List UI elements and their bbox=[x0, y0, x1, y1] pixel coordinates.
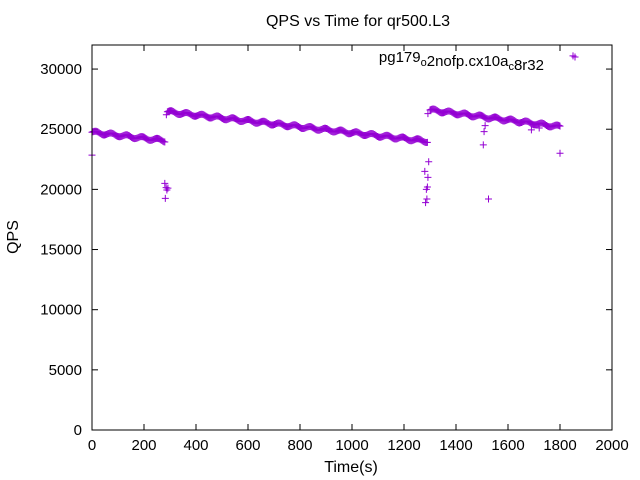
x-tick-label: 400 bbox=[183, 437, 208, 454]
data-point bbox=[425, 158, 433, 166]
x-tick-label: 1800 bbox=[543, 437, 576, 454]
data-point bbox=[423, 183, 431, 191]
data-point bbox=[480, 128, 488, 136]
data-point bbox=[161, 194, 169, 202]
y-tick-label: 30000 bbox=[40, 61, 82, 78]
axis-ticks: 0 200 400 600 800 1000 1200 1400 1600 1800 2000050… bbox=[40, 45, 629, 454]
x-tick-label: 200 bbox=[131, 437, 156, 454]
data-point bbox=[164, 184, 172, 192]
legend-label: pg179o2nofp.cx10ac8r32 bbox=[379, 49, 544, 74]
x-tick-label: 1600 bbox=[491, 437, 524, 454]
legend: pg179o2nofp.cx10ac8r32 bbox=[379, 49, 579, 74]
data-point bbox=[161, 138, 169, 146]
data-point bbox=[481, 122, 489, 130]
data-point bbox=[485, 195, 492, 203]
legend-text-part: 8r32 bbox=[514, 57, 544, 74]
legend-text-part: pg179 bbox=[379, 49, 421, 66]
data-point bbox=[422, 199, 430, 207]
y-tick-label: 25000 bbox=[40, 121, 82, 138]
x-tick-label: 1000 bbox=[335, 437, 368, 454]
data-point bbox=[161, 179, 169, 187]
plot-frame bbox=[91, 44, 613, 431]
y-tick-label: 5000 bbox=[49, 362, 82, 379]
data-point bbox=[424, 110, 432, 118]
data-point bbox=[556, 149, 564, 157]
legend-marker-plus bbox=[571, 53, 579, 61]
x-tick-label: 1200 bbox=[387, 437, 420, 454]
legend-subscript: o bbox=[421, 57, 427, 69]
data-point bbox=[421, 167, 429, 175]
legend-text-part: 2nofp.cx10a bbox=[427, 53, 509, 70]
data-points bbox=[88, 52, 577, 207]
y-tick-label: 0 bbox=[74, 422, 82, 439]
y-tick-label: 10000 bbox=[40, 302, 82, 319]
data-point bbox=[423, 138, 431, 146]
data-point bbox=[162, 111, 170, 119]
y-tick-label: 15000 bbox=[40, 242, 82, 259]
data-point bbox=[424, 173, 432, 181]
legend-subscript: c bbox=[508, 61, 514, 73]
chart-title: QPS vs Time for qr500.L3 bbox=[266, 13, 450, 30]
data-point bbox=[556, 122, 564, 130]
data-point bbox=[527, 126, 535, 134]
x-tick-label: 800 bbox=[287, 437, 312, 454]
legend-marker bbox=[571, 53, 579, 61]
x-tick-label: 1400 bbox=[439, 437, 472, 454]
data-point bbox=[163, 186, 171, 194]
x-tick-label: 0 bbox=[88, 437, 96, 454]
x-axis-label: Time(s) bbox=[324, 459, 378, 476]
y-axis-label: QPS bbox=[5, 220, 22, 254]
x-tick-label: 2000 bbox=[595, 437, 628, 454]
data-point bbox=[423, 195, 431, 203]
data-point bbox=[555, 122, 563, 130]
x-tick-label: 600 bbox=[235, 437, 260, 454]
data-point bbox=[479, 141, 487, 149]
data-point bbox=[535, 124, 543, 132]
y-tick-label: 20000 bbox=[40, 181, 82, 198]
